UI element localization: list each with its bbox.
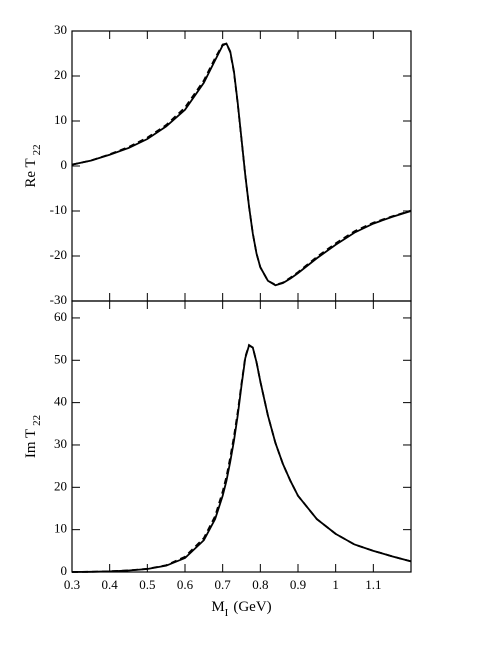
x-label-unit: (GeV) [233,599,271,615]
y-label-sub: 22 [31,144,43,155]
y-axis-label: Im T 22 [23,415,42,458]
x-tick-label: 1 [332,577,339,592]
y-axis-label: Re T 22 [23,144,42,187]
x-tick-label: 0.8 [252,577,268,592]
x-axis-label: MI (GeV) [211,599,271,618]
y-tick-label: -20 [50,247,67,262]
y-tick-label: 10 [54,112,67,127]
y-tick-label: 30 [54,22,67,37]
y-tick-label: 40 [54,394,67,409]
x-tick-label: 0.3 [64,577,80,592]
x-tick-label: 0.4 [102,577,119,592]
y-tick-label: 50 [54,351,67,366]
y-tick-label: -10 [50,202,67,217]
y-tick-label: 30 [54,436,67,451]
x-label-main: M [211,599,224,615]
data-line [71,343,412,573]
x-tick-label: 1.1 [365,577,381,592]
y-label-main: Re T [23,158,39,187]
y-tick-label: 0 [61,157,68,172]
y-tick-label: 20 [54,67,67,82]
y-label-sub: 22 [31,415,43,426]
plot-frame [71,30,412,302]
plot-frame [71,300,412,573]
y-tick-label: 20 [54,478,67,493]
y-tick-label: -30 [50,292,67,307]
data-line [71,42,412,287]
y-label-main: Im T [23,429,39,458]
x-tick-label: 0.9 [290,577,306,592]
x-tick-label: 0.6 [177,577,194,592]
y-tick-label: 60 [54,309,67,324]
data-line [71,42,412,286]
x-tick-label: 0.7 [215,577,232,592]
x-label-sub: I [225,607,229,619]
y-tick-label: 10 [54,521,67,536]
x-tick-label: 0.5 [139,577,155,592]
y-tick-label: 0 [61,563,68,578]
